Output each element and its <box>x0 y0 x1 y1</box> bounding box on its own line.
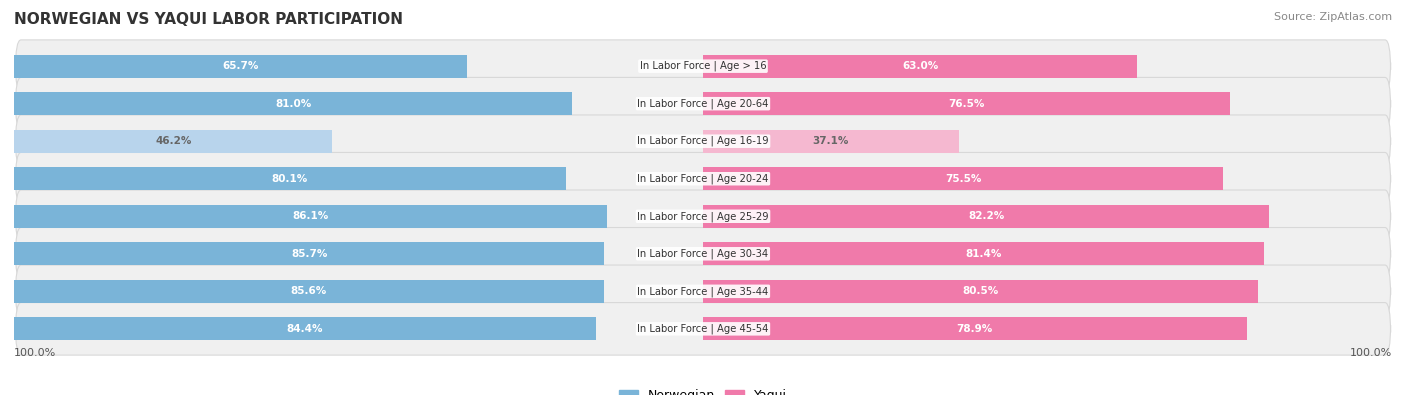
Text: 63.0%: 63.0% <box>901 61 938 71</box>
Bar <box>14 280 603 303</box>
Text: In Labor Force | Age 25-29: In Labor Force | Age 25-29 <box>637 211 769 222</box>
FancyBboxPatch shape <box>15 115 1391 167</box>
Text: 84.4%: 84.4% <box>287 324 323 334</box>
Text: 81.0%: 81.0% <box>276 99 311 109</box>
Bar <box>703 130 959 153</box>
Text: 80.1%: 80.1% <box>271 174 308 184</box>
Text: 85.6%: 85.6% <box>291 286 328 296</box>
Text: In Labor Force | Age 45-54: In Labor Force | Age 45-54 <box>637 324 769 334</box>
Bar <box>14 317 596 340</box>
Text: 37.1%: 37.1% <box>813 136 849 146</box>
Bar <box>703 205 1270 228</box>
Text: In Labor Force | Age > 16: In Labor Force | Age > 16 <box>640 61 766 71</box>
Text: 100.0%: 100.0% <box>14 348 56 357</box>
Text: Source: ZipAtlas.com: Source: ZipAtlas.com <box>1274 12 1392 22</box>
FancyBboxPatch shape <box>15 40 1391 92</box>
Text: In Labor Force | Age 35-44: In Labor Force | Age 35-44 <box>637 286 769 297</box>
Text: 75.5%: 75.5% <box>945 174 981 184</box>
Text: In Labor Force | Age 20-64: In Labor Force | Age 20-64 <box>637 98 769 109</box>
Legend: Norwegian, Yaqui: Norwegian, Yaqui <box>614 384 792 395</box>
Bar <box>703 317 1247 340</box>
Text: 78.9%: 78.9% <box>956 324 993 334</box>
FancyBboxPatch shape <box>15 152 1391 205</box>
Text: 46.2%: 46.2% <box>155 136 191 146</box>
Text: 85.7%: 85.7% <box>291 249 328 259</box>
FancyBboxPatch shape <box>15 228 1391 280</box>
Bar <box>14 130 332 153</box>
FancyBboxPatch shape <box>15 265 1391 318</box>
Bar <box>14 167 565 190</box>
Bar <box>703 167 1223 190</box>
Text: 80.5%: 80.5% <box>962 286 998 296</box>
Bar <box>703 92 1230 115</box>
Bar <box>14 92 572 115</box>
Text: 86.1%: 86.1% <box>292 211 329 221</box>
Text: 76.5%: 76.5% <box>948 99 984 109</box>
Bar <box>14 242 605 265</box>
Bar <box>14 55 467 78</box>
Text: NORWEGIAN VS YAQUI LABOR PARTICIPATION: NORWEGIAN VS YAQUI LABOR PARTICIPATION <box>14 12 404 27</box>
Text: In Labor Force | Age 30-34: In Labor Force | Age 30-34 <box>637 248 769 259</box>
Bar <box>703 55 1137 78</box>
Bar <box>703 242 1264 265</box>
Text: 65.7%: 65.7% <box>222 61 259 71</box>
Text: 100.0%: 100.0% <box>1350 348 1392 357</box>
Text: In Labor Force | Age 20-24: In Labor Force | Age 20-24 <box>637 173 769 184</box>
Text: 81.4%: 81.4% <box>965 249 1001 259</box>
Bar <box>14 205 607 228</box>
FancyBboxPatch shape <box>15 190 1391 243</box>
Text: In Labor Force | Age 16-19: In Labor Force | Age 16-19 <box>637 136 769 147</box>
Bar <box>703 280 1257 303</box>
Text: 82.2%: 82.2% <box>967 211 1004 221</box>
FancyBboxPatch shape <box>15 77 1391 130</box>
FancyBboxPatch shape <box>15 303 1391 355</box>
